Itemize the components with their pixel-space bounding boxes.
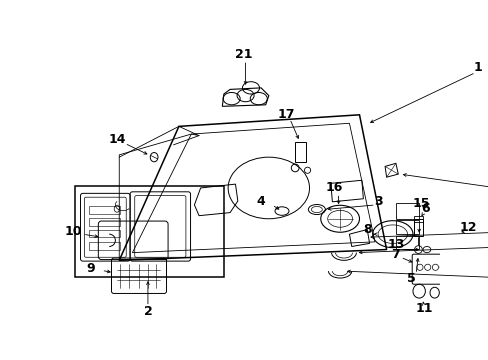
Bar: [395, 236, 418, 249]
Text: 15: 15: [412, 197, 429, 210]
Text: 11: 11: [414, 302, 432, 315]
Text: 6: 6: [420, 202, 429, 215]
Bar: [413, 219, 422, 236]
Text: 21: 21: [234, 48, 251, 61]
Text: 13: 13: [386, 238, 404, 251]
Bar: [295, 142, 305, 162]
Text: 14: 14: [108, 133, 125, 146]
Text: 10: 10: [64, 225, 82, 238]
Bar: [89, 206, 120, 214]
Text: 16: 16: [325, 181, 342, 194]
Text: 4: 4: [256, 194, 265, 208]
Text: 7: 7: [391, 248, 400, 261]
Bar: [75, 186, 224, 276]
Text: 1: 1: [473, 61, 482, 74]
Bar: [395, 203, 418, 219]
Bar: [89, 218, 120, 226]
Bar: [89, 230, 120, 237]
Text: 12: 12: [458, 221, 476, 234]
Text: 9: 9: [86, 261, 95, 275]
Text: 3: 3: [374, 194, 383, 208]
Text: 5: 5: [406, 271, 415, 284]
Text: 8: 8: [362, 223, 371, 236]
Text: 2: 2: [143, 305, 152, 318]
Bar: [395, 220, 418, 234]
Text: 17: 17: [277, 108, 294, 121]
Bar: [89, 242, 120, 249]
Bar: [413, 216, 422, 222]
